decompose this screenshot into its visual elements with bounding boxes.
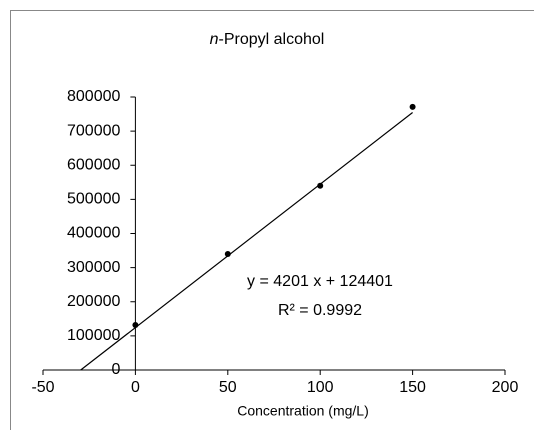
y-tick-label: 600000 [67, 156, 120, 173]
data-point [317, 182, 324, 189]
data-point [132, 321, 139, 328]
y-tick-label: 200000 [67, 293, 120, 310]
x-tick-label: 200 [492, 379, 519, 396]
chart-frame [10, 10, 534, 430]
trendline [80, 112, 413, 371]
y-tick-label: 0 [111, 361, 120, 378]
data-point [224, 250, 231, 257]
x-tick-label: 0 [131, 379, 140, 396]
y-tick-label: 500000 [67, 191, 120, 208]
y-tick-label: 300000 [67, 259, 120, 276]
chart-title: n-Propyl alcohol [210, 31, 325, 48]
x-tick-label: -50 [31, 379, 54, 396]
x-axis-label: Concentration (mg/L) [237, 403, 369, 419]
y-tick-label: 100000 [67, 327, 120, 344]
y-tick-label: 700000 [67, 122, 120, 139]
data-point [409, 103, 416, 110]
y-tick-label: 400000 [67, 225, 120, 242]
x-tick-label: 100 [307, 379, 334, 396]
equation: y = 4201 x + 124401 [247, 273, 393, 290]
x-tick-label: 50 [219, 379, 237, 396]
y-tick-label: 800000 [67, 88, 120, 105]
r-squared: R² = 0.9992 [278, 302, 362, 319]
x-tick-label: 150 [399, 379, 426, 396]
